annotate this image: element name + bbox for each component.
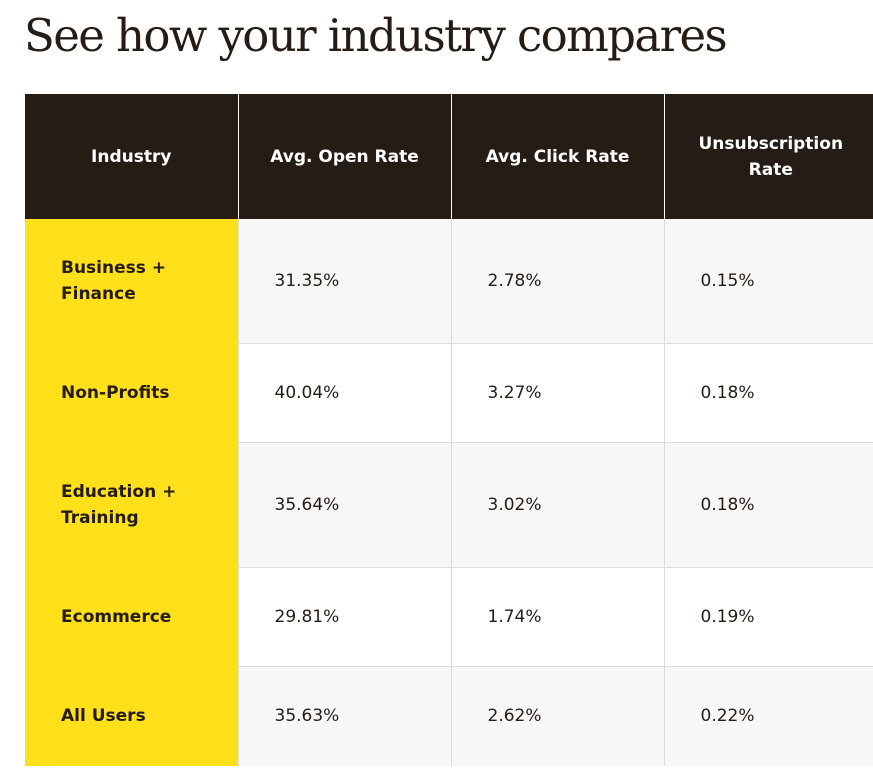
unsubscription-rate-cell: 0.18% bbox=[663, 442, 873, 568]
table-row: Non-Profits 40.04% 3.27% 0.18% bbox=[25, 343, 873, 443]
open-rate-cell: 35.63% bbox=[237, 666, 451, 766]
industry-cell: Education + Training bbox=[25, 442, 238, 567]
industry-benchmark-table: Industry Avg. Open Rate Avg. Click Rate … bbox=[25, 94, 873, 766]
unsubscription-rate-cell: 0.19% bbox=[663, 567, 873, 667]
open-rate-cell: 31.35% bbox=[237, 219, 451, 344]
click-rate-cell: 1.74% bbox=[450, 567, 664, 667]
click-rate-cell: 3.02% bbox=[450, 442, 664, 568]
benchmark-table-container: Industry Avg. Open Rate Avg. Click Rate … bbox=[25, 94, 873, 766]
header-avg-open-rate: Avg. Open Rate bbox=[237, 94, 451, 219]
page-title: See how your industry compares bbox=[24, 9, 728, 62]
table-header-row: Industry Avg. Open Rate Avg. Click Rate … bbox=[25, 94, 873, 219]
table-row: Ecommerce 29.81% 1.74% 0.19% bbox=[25, 567, 873, 667]
unsubscription-rate-cell: 0.22% bbox=[663, 666, 873, 766]
header-industry: Industry bbox=[25, 94, 238, 219]
click-rate-cell: 3.27% bbox=[450, 343, 664, 443]
click-rate-cell: 2.78% bbox=[450, 219, 664, 344]
industry-cell: All Users bbox=[25, 666, 238, 766]
industry-cell: Non-Profits bbox=[25, 343, 238, 442]
open-rate-cell: 40.04% bbox=[237, 343, 451, 443]
open-rate-cell: 29.81% bbox=[237, 567, 451, 667]
unsubscription-rate-cell: 0.18% bbox=[663, 343, 873, 443]
table-row: All Users 35.63% 2.62% 0.22% bbox=[25, 666, 873, 766]
open-rate-cell: 35.64% bbox=[237, 442, 451, 568]
header-unsubscription-rate: Unsubscription Rate bbox=[663, 94, 873, 219]
click-rate-cell: 2.62% bbox=[450, 666, 664, 766]
header-avg-click-rate: Avg. Click Rate bbox=[450, 94, 664, 219]
industry-cell: Ecommerce bbox=[25, 567, 238, 666]
unsubscription-rate-cell: 0.15% bbox=[663, 219, 873, 344]
table-row: Education + Training 35.64% 3.02% 0.18% bbox=[25, 442, 873, 568]
industry-cell: Business + Finance bbox=[25, 219, 238, 343]
table-row: Business + Finance 31.35% 2.78% 0.15% bbox=[25, 219, 873, 344]
